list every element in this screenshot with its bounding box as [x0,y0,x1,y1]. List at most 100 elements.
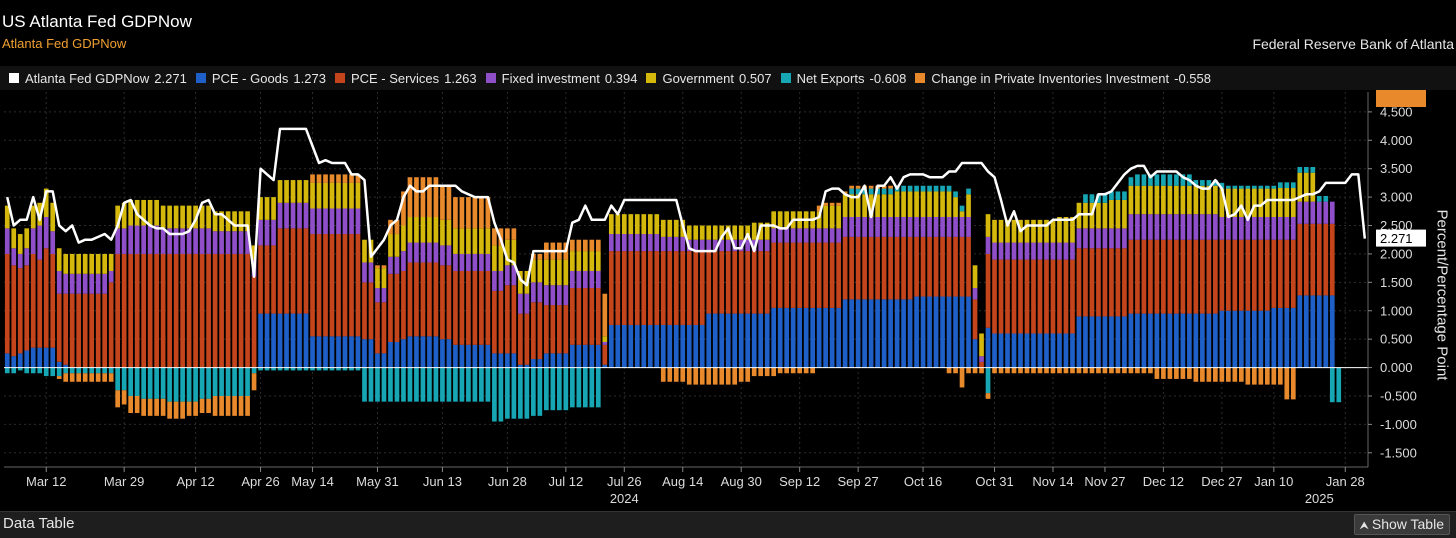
bar-segment [693,367,699,385]
bar-segment [154,225,159,254]
bar-segment [1044,242,1049,260]
bar-segment [95,293,101,368]
bar-segment [1167,367,1173,379]
bar-segment [199,398,205,414]
bar-segment [1128,313,1134,368]
bar-segment [245,253,250,368]
legend-item[interactable]: Net Exports -0.608 [780,71,906,86]
bar-segment [1135,239,1140,314]
bar-segment [699,239,705,252]
bar-segment [531,359,536,368]
bar-segment [719,239,725,252]
bar-segment [1271,185,1277,189]
bar-segment [1180,185,1186,215]
x-year-label: 2025 [1305,491,1334,506]
bar-segment [30,253,36,348]
bar-segment [1226,239,1231,311]
bar-segment [1180,239,1186,314]
bar-segment [401,339,406,368]
bar-segment [388,342,393,368]
show-table-button[interactable]: ⮝ Show Table [1353,514,1450,535]
legend-swatch [485,73,496,83]
bar-segment [1128,239,1134,314]
bar-segment [401,191,406,226]
bar-segment [959,236,965,297]
bar-segment [212,211,218,232]
bar-segment [128,225,133,254]
bar-segment [479,344,484,368]
legend-item[interactable]: Fixed investment 0.394 [485,71,637,86]
bar-segment [193,253,198,368]
bar-segment [745,367,751,382]
bar-segment [11,248,17,266]
bar-segment [459,367,465,402]
legend-item[interactable]: PCE - Services 1.263 [334,71,477,86]
bar-segment [1277,182,1283,189]
bar-segment [1323,195,1329,202]
bar-segment [557,367,562,411]
bar-segment [56,361,62,368]
bar-segment [589,344,595,368]
bar-segment [1024,367,1030,374]
bar-segment [50,253,56,348]
bar-segment [966,194,971,217]
bar-segment [518,293,523,314]
bar-segment [375,302,380,354]
bar-segment [1070,217,1075,243]
x-tick-label: May 14 [291,474,334,489]
bar-segment [290,202,296,229]
data-table-label: Data Table [3,515,75,532]
bar-segment [82,273,88,294]
x-tick-label: May 31 [356,474,399,489]
bar-segment [699,225,705,240]
bar-segment [1070,242,1075,260]
bar-segment [1264,310,1270,368]
legend-item[interactable]: Atlanta Fed GDPNow 2.271 [9,71,187,86]
bar-segment [355,174,361,183]
bar-segment [1154,185,1160,215]
bar-segment [199,228,205,254]
bar-segment [537,259,543,283]
bar-segment [1018,242,1023,260]
bar-segment [1122,228,1127,249]
legend-item[interactable]: PCE - Goods 1.273 [195,70,326,86]
bar-segment [180,401,185,419]
bar-segment [414,262,419,337]
bar-segment [1115,228,1121,249]
bar-segment [4,228,10,254]
bar-segment [1141,174,1147,186]
bar-segment [972,299,978,340]
bar-segment [699,367,705,385]
bar-segment [1226,217,1231,240]
footer-bar: Data Table ⮝ Show Table [0,511,1456,538]
bar-segment [998,219,1004,243]
bar-segment [738,313,744,368]
bar-segment [582,288,588,345]
bar-segment [56,248,62,271]
bar-segment [927,185,932,192]
bar-segment [1271,188,1277,217]
legend-value: 1.273 [293,70,326,86]
bar-segment [355,367,361,371]
bar-segment [888,299,893,368]
bar-segment [537,359,543,368]
bar-segment [550,259,556,286]
legend-item[interactable]: Government 0.507 [646,71,772,86]
bar-segment [271,219,276,246]
bar-segment [121,202,127,229]
y-tick-label: -1.000 [1380,417,1417,432]
legend-item[interactable]: Change in Private Inventories Investment… [915,71,1211,86]
bar-segment [797,307,803,368]
bar-segment [1258,367,1264,385]
bar-segment [1148,367,1153,374]
bar-segment [284,228,289,314]
bar-segment [440,219,445,246]
bar-segment [498,367,504,422]
bar-segment [271,313,276,368]
bar-segment [602,364,608,368]
bar-segment [24,367,30,374]
bar-segment [63,367,69,374]
legend-value: -0.558 [1174,70,1211,86]
bar-segment [63,253,69,274]
bar-segment [745,251,751,314]
